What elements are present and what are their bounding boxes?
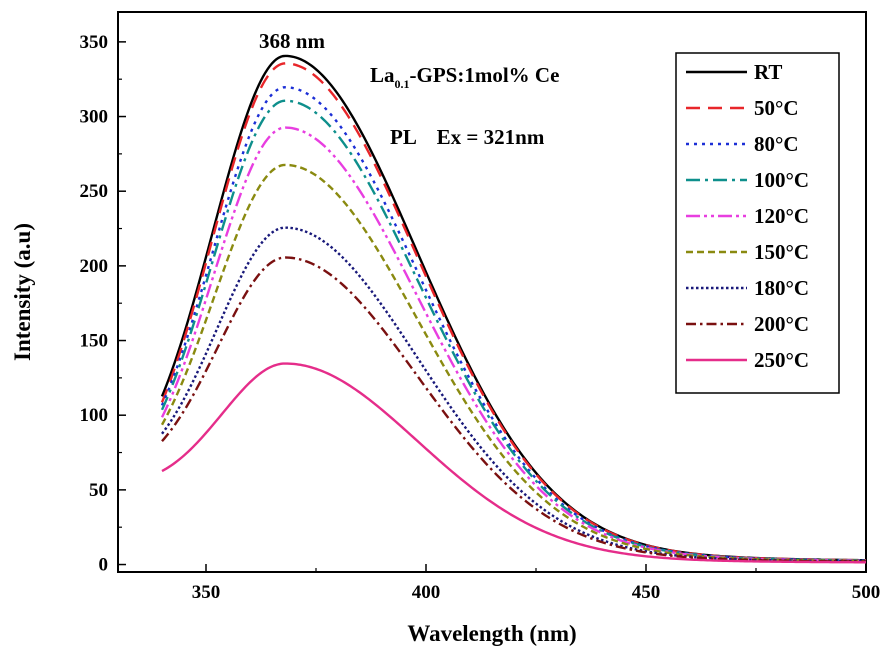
y-tick-label: 0: [99, 555, 109, 576]
x-tick-label: 400: [412, 582, 441, 603]
sample-subscript: 0.1: [395, 77, 410, 91]
legend-label: 150°C: [754, 240, 809, 264]
x-tick-label: 500: [852, 582, 881, 603]
peak-annotation: 368 nm: [259, 29, 325, 53]
y-tick-label: 100: [80, 405, 109, 426]
y-tick-label: 250: [80, 181, 109, 202]
sample-main: La: [370, 63, 395, 87]
legend-label: 200°C: [754, 312, 809, 336]
x-tick-label: 450: [632, 582, 661, 603]
legend-label: 50°C: [754, 96, 799, 120]
series-lines: [160, 54, 867, 564]
legend-label: 120°C: [754, 204, 809, 228]
series-line-5: [160, 163, 867, 563]
plot-frame: [117, 11, 867, 573]
legend-label: 180°C: [754, 276, 809, 300]
legend-box: [675, 52, 840, 394]
legend: RT 50°C 80°C 100°C 120°C 150°C 180°C 200°C 250°C: [686, 60, 809, 372]
sample-rest: -GPS:1mol% Ce: [410, 63, 560, 87]
y-tick-label: 150: [80, 331, 109, 352]
ticks: 350 400 450 500 0 50 100 150 200 250 300 350: [80, 32, 881, 603]
series-line-7: [161, 256, 867, 563]
legend-label: 100°C: [754, 168, 809, 192]
series-line-2: [160, 86, 867, 562]
legend-label: 250°C: [754, 348, 809, 372]
sample-annotation: La0.1-GPS:1mol% Ce: [370, 63, 559, 91]
x-axis-title: Wavelength (nm): [407, 621, 576, 646]
y-tick-label: 50: [89, 480, 108, 501]
x-tick-label: 350: [192, 582, 221, 603]
excitation-annotation: PL Ex = 321nm: [390, 125, 545, 149]
y-tick-label: 200: [80, 256, 109, 277]
series-line-6: [161, 226, 867, 563]
y-axis-title: Intensity (a.u): [10, 223, 35, 361]
y-tick-label: 350: [80, 32, 109, 53]
legend-label: RT: [754, 60, 782, 84]
series-line-8: [161, 362, 867, 564]
series-line-1: [160, 62, 867, 562]
legend-label: 80°C: [754, 132, 799, 156]
series-line-4: [160, 126, 867, 562]
y-tick-label: 300: [80, 107, 109, 128]
